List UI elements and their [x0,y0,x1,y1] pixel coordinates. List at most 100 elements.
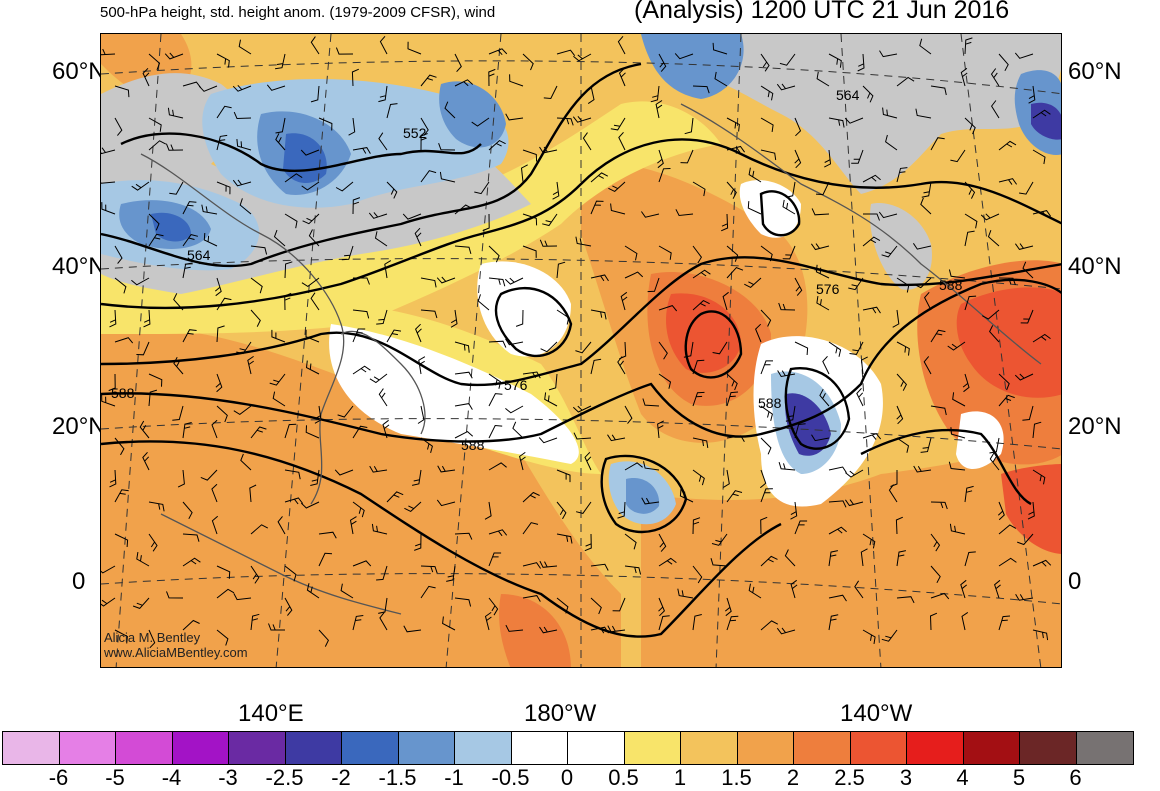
coastlines [140,103,1042,615]
wind-barb [488,393,503,407]
contour-label-588-east: 588 [939,277,963,293]
wind-barb [216,629,229,646]
wind-barb [101,565,116,574]
wind-barb [952,392,966,407]
wind-barb [856,387,864,407]
wind-barb [436,499,456,507]
wind-barb [658,533,667,552]
wind-barb [1022,261,1034,279]
wind-barb [136,341,150,356]
anomaly-field-low-alaska [641,34,744,99]
wind-barb [658,305,678,312]
wind-barb [542,213,558,227]
wind-barb [1019,181,1034,195]
coast-north-america [680,103,1042,365]
wind-barb [488,48,508,56]
wind-barb [101,181,116,184]
wind-barb [726,373,738,391]
wind-barb [1014,52,1034,59]
wind-barb [522,245,537,258]
wind-barb [505,113,524,121]
wind-barb [998,524,1017,535]
wind-barb [250,524,269,535]
wind-barb [369,465,388,473]
wind-barb [374,231,388,247]
lat-label-20n-right: 20°N [1068,413,1122,440]
wind-barb [878,211,898,219]
wind-barb [930,329,946,343]
wind-barb [488,424,503,439]
wind-barb [794,277,803,296]
wind-barb [760,117,774,132]
wind-barb [216,565,231,579]
wind-barb [896,550,907,567]
wind-barb [378,132,388,151]
wind-barb [131,181,150,191]
wind-barb [964,37,973,55]
wind-barb [211,515,219,535]
wind-barb [142,451,150,471]
wind-barb [930,405,947,416]
wind-barb [132,597,150,609]
wind-barb [692,517,701,535]
contour-subtropical-low [784,367,851,450]
wind-barb [301,181,320,191]
wind-barb [930,565,941,584]
wind-barb [420,277,437,288]
wind-barb [275,133,286,151]
wind-barb [318,552,333,567]
wind-barb [610,203,626,215]
wind-barb [382,419,390,439]
height-contours [101,62,1061,638]
wind-barb [590,274,609,282]
wind-barb [760,85,774,101]
wind-barb [712,341,728,355]
wind-barb [556,469,571,483]
wind-barb [794,520,808,535]
wind-barb [981,309,1000,320]
colorbar-label-5: -2 [331,765,351,790]
wind-barb [335,47,354,55]
wind-barb [760,555,778,567]
wind-barb [658,341,668,360]
wind-barb [337,405,354,418]
wind-barb [519,451,526,471]
wind-barb [828,117,845,128]
wind-barb [684,117,694,135]
wind-barb [556,309,570,325]
wind-barb [828,526,847,535]
wind-barb [420,565,438,574]
colorbar-swatch-8 [455,732,512,764]
wind-barb [386,329,402,343]
graticule-lat-40 [101,258,1061,290]
wind-barb [964,230,975,247]
wind-barb [862,306,881,314]
wind-barb [819,388,830,407]
anomaly-field-low-northeast-core [1031,102,1061,140]
colorbar [2,731,1134,765]
colorbar-swatch-5 [285,732,342,764]
wind-barb [1032,469,1046,485]
wind-barb [896,341,910,356]
colorbar-swatch-11 [624,732,681,764]
wind-barb [1032,149,1046,165]
wind-barb [828,53,842,68]
wind-barb [182,422,192,439]
wind-barb [989,325,1000,343]
wind-barb [454,403,473,410]
wind-barb [760,405,773,422]
wind-barb [539,626,558,634]
wind-barb [352,309,370,319]
contour-label-group: 552 564 564 576 576 588 588 588 588 [111,87,963,453]
contour-label-576-west: 576 [504,377,528,393]
wind-barb [376,565,388,581]
graticule-lon-160w [715,34,742,667]
wind-barb [552,181,560,200]
wind-barb [881,629,898,642]
wind-barb [182,81,202,89]
wind-barb [989,437,1000,454]
wind-barb [310,292,320,311]
wind-barb [318,531,337,539]
wind-barb [477,294,490,311]
colorbar-swatch-12 [681,732,738,764]
